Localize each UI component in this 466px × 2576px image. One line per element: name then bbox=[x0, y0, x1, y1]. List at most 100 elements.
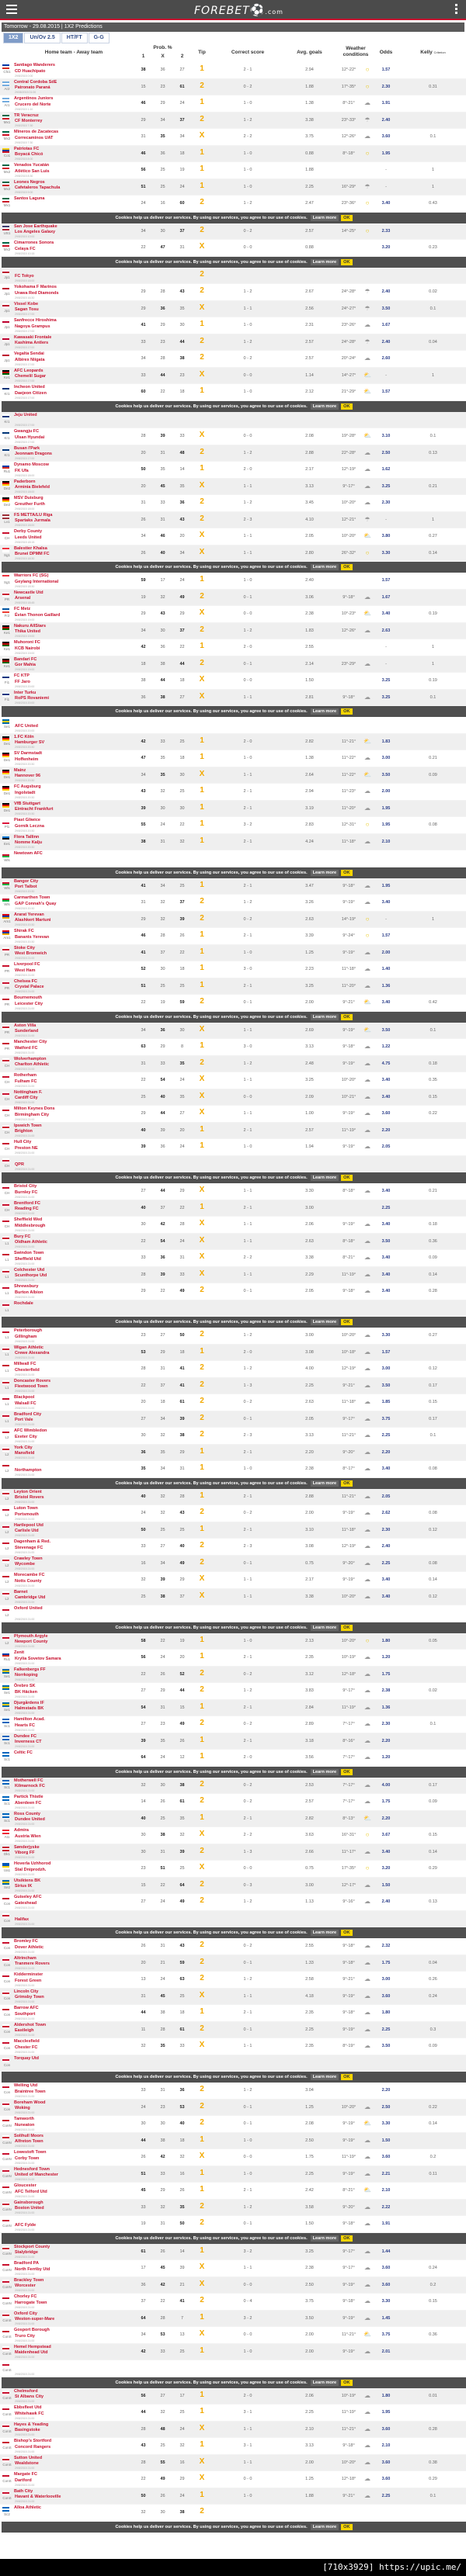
away-team-link[interactable]: Patronato Paraná bbox=[15, 85, 50, 90]
table-row[interactable]: Fi1 Inter Turku RoPS Rovaniemi 29/8/2015 20… bbox=[0, 689, 466, 706]
away-team-link[interactable]: Atlético San Luis bbox=[15, 168, 50, 174]
odds-link[interactable]: 1.57 bbox=[381, 68, 391, 72]
table-row[interactable]: ConN AFC Fylde 29/8/2015 21:00 19 31 50 2 0 - 1… bbox=[0, 2216, 466, 2233]
odds-link[interactable]: 1.57 bbox=[381, 933, 391, 938]
away-team-link[interactable]: Stal Dniprodzh. bbox=[15, 1867, 47, 1872]
odds-link[interactable]: 3.30 bbox=[381, 2121, 391, 2126]
away-team-link[interactable]: Maidenhead Utd bbox=[15, 2350, 48, 2355]
away-team-link[interactable]: St Albans City bbox=[15, 2394, 44, 2399]
away-team-link[interactable]: Crystal Palace bbox=[15, 985, 44, 989]
table-row[interactable]: PR Bournemouth Leicester City 29/8/2015 21:… bbox=[0, 995, 466, 1012]
table-row[interactable]: L2 AFC Wimbledon Exeter City 29/8/2015 21:0… bbox=[0, 1428, 466, 1445]
table-row[interactable]: ConS Margate FC Dartford 29/8/2015 21:00 22 4… bbox=[0, 2471, 466, 2488]
away-team-link[interactable]: Basingstoke bbox=[15, 2428, 40, 2432]
odds-link[interactable]: 1.75 bbox=[381, 1799, 391, 1804]
table-row[interactable]: ConS Bishop's Stortford Concord Rangers 29/… bbox=[0, 2438, 466, 2455]
away-team-link[interactable]: Cafetaleros Tapachula bbox=[15, 185, 61, 190]
home-team-link[interactable]: Gwangju FC bbox=[14, 429, 40, 434]
table-row[interactable]: Con Boreham Wood Woking 29/8/2015 21:00 24 23… bbox=[0, 2099, 466, 2116]
home-team-link[interactable]: Partick Thistle bbox=[14, 1795, 43, 1799]
odds-link[interactable]: 2.05 bbox=[381, 1494, 391, 1499]
away-team-link[interactable]: Reading FC bbox=[15, 1207, 39, 1211]
odds-link[interactable]: 3.60 bbox=[381, 2426, 391, 2432]
odds-link[interactable]: 2.20 bbox=[381, 1127, 391, 1133]
table-row[interactable]: ConS Hayes & Yeading Basingstoke 29/8/2015 … bbox=[0, 2421, 466, 2438]
home-team-link[interactable]: Stoke City bbox=[14, 945, 35, 950]
home-team-link[interactable]: Dundee FC bbox=[14, 1733, 37, 1739]
home-team-link[interactable]: AFC Leopards bbox=[14, 368, 43, 373]
table-row[interactable]: Mx2 Venados Yucatán Atlético San Luis 29/8/… bbox=[0, 162, 466, 179]
table-row[interactable]: Sc1 Partick Thistle Aberdeen FC 29/8/2015 2… bbox=[0, 1794, 466, 1811]
table-row[interactable]: Sg1 Warriors FC (SG) Geylang International… bbox=[0, 573, 466, 590]
table-row[interactable]: Sc1 Ross County Dundee United 29/8/2015 21:… bbox=[0, 1810, 466, 1827]
table-row[interactable]: ConN Tamworth Nuneaton 29/8/2015 21:00 30 30 4… bbox=[0, 2116, 466, 2133]
away-team-link[interactable]: Stalybridge bbox=[15, 2250, 38, 2255]
home-team-link[interactable]: TR Veracruz bbox=[14, 113, 39, 118]
learn-more-link[interactable]: Learn more bbox=[310, 403, 339, 410]
home-team-link[interactable]: Lowestoft Town bbox=[14, 2150, 47, 2155]
learn-more-link[interactable]: Learn more bbox=[310, 1013, 339, 1020]
cookie-ok-button[interactable]: OK bbox=[341, 2379, 353, 2386]
away-team-link[interactable]: Fulham FC bbox=[15, 1079, 37, 1084]
away-team-link[interactable]: Eintracht Frankfurt bbox=[15, 807, 54, 812]
odds-link[interactable]: 2.10 bbox=[381, 2443, 391, 2448]
odds-link[interactable]: 3.00 bbox=[381, 1366, 391, 1371]
odds-link[interactable]: 3.40 bbox=[381, 1289, 391, 1293]
table-row[interactable]: Kr1 Incheon United Daejeon Citizen 29/8/201… bbox=[0, 384, 466, 401]
table-row[interactable]: Wls Bangor City Port Talbot 29/8/2015 20:30… bbox=[0, 878, 466, 895]
away-team-link[interactable]: Harrogate Town bbox=[15, 2300, 47, 2305]
home-team-link[interactable]: Doncaster Rovers bbox=[14, 1378, 51, 1383]
home-team-link[interactable]: Jeju United bbox=[14, 412, 37, 417]
away-team-link[interactable]: KCB Nairobi bbox=[15, 646, 40, 651]
away-team-link[interactable]: Chester FC bbox=[15, 2045, 38, 2050]
odds-link[interactable]: 3.00 bbox=[381, 1977, 391, 1982]
table-row[interactable]: Fi1 FC KTP FF Jaro 29/8/2015 20:00 38 44 18 X 0 … bbox=[0, 673, 466, 690]
away-team-link[interactable]: Banants Yerevan bbox=[15, 934, 50, 940]
table-row[interactable]: Am1 Shirak FC Banants Yerevan 29/8/2015 20:… bbox=[0, 928, 466, 945]
away-team-link[interactable]: West Ham bbox=[15, 968, 36, 973]
table-row[interactable]: Lv1 FS METTA/LU Riga Spartaks Jurmala 29/8/… bbox=[0, 511, 466, 528]
tab-goal-goal[interactable]: G-G bbox=[88, 33, 110, 43]
odds-link[interactable]: 2.40 bbox=[381, 1544, 391, 1549]
table-row[interactable]: Sc1 Dundee FC Inverness CT 29/8/2015 21:00 3… bbox=[0, 1733, 466, 1750]
home-team-link[interactable]: Hamilton Acad. bbox=[14, 1717, 45, 1722]
away-team-link[interactable]: Eastleigh bbox=[15, 2028, 34, 2033]
home-team-link[interactable]: Torquay Utd bbox=[14, 2055, 39, 2061]
home-team-link[interactable]: 1.FC Köln bbox=[14, 734, 34, 739]
away-team-link[interactable]: Leeds United bbox=[15, 535, 42, 540]
away-team-link[interactable]: QPR bbox=[15, 1162, 24, 1167]
home-team-link[interactable]: Bandari FC bbox=[14, 656, 37, 662]
away-team-link[interactable]: Scunthorpe Utd bbox=[15, 1273, 47, 1278]
away-team-link[interactable]: CD Huachipato bbox=[15, 68, 46, 74]
home-team-link[interactable]: Incheon United bbox=[14, 385, 45, 390]
odds-link[interactable]: 2.25 bbox=[381, 1205, 391, 1210]
table-row[interactable]: Se1 Falkenbergs FF Norrkoping 29/8/2015 21:… bbox=[0, 1666, 466, 1683]
learn-more-link[interactable]: Learn more bbox=[310, 708, 339, 715]
tab-ht-ft[interactable]: HT/FT bbox=[61, 33, 88, 43]
table-row[interactable]: Con Halifax 29/8/2015 21:00 bbox=[0, 1910, 466, 1927]
odds-link[interactable]: 2.60 bbox=[381, 356, 391, 361]
away-team-link[interactable]: Inverness CT bbox=[15, 1740, 42, 1744]
odds-link[interactable]: 1.91 bbox=[381, 101, 391, 106]
hamburger-menu-icon[interactable] bbox=[6, 5, 17, 14]
table-row[interactable]: ConS Gosport Borough Truro City 29/8/2015 2… bbox=[0, 2327, 466, 2344]
table-row[interactable]: Mx2 Leones Negros Cafetaleros Tapachula 29/… bbox=[0, 178, 466, 196]
home-team-link[interactable]: Vissel Kobe bbox=[14, 301, 39, 306]
odds-link[interactable]: 2.25 bbox=[381, 2027, 391, 2032]
away-team-link[interactable]: Hamburger SV bbox=[15, 740, 45, 745]
away-team-link[interactable]: Correcaminos UAT bbox=[15, 135, 54, 140]
learn-more-link[interactable]: Learn more bbox=[310, 1480, 339, 1487]
odds-link[interactable]: 1.80 bbox=[381, 2010, 391, 2015]
table-row[interactable]: Con Barrow AFC Southport 29/8/2015 21:00 44 3… bbox=[0, 2005, 466, 2022]
odds-link[interactable]: - bbox=[385, 661, 387, 667]
home-team-link[interactable]: Wigan Athletic bbox=[14, 1345, 43, 1350]
away-team-link[interactable]: Nomme Kalju bbox=[15, 840, 43, 845]
away-team-link[interactable]: Celaya FC bbox=[15, 246, 36, 251]
table-row[interactable]: Chi1 Santiago Wanderers CD Huachipato 29/8/… bbox=[0, 62, 466, 79]
cookie-ok-button[interactable]: OK bbox=[341, 1319, 353, 1325]
odds-link[interactable]: 2.20 bbox=[381, 1449, 391, 1455]
cookie-ok-button[interactable]: OK bbox=[341, 2523, 353, 2530]
home-team-link[interactable]: Carmarthen Town bbox=[14, 895, 50, 900]
odds-link[interactable]: 3.50 bbox=[381, 306, 391, 311]
table-row[interactable]: Se1 Örebro SK BK Häcken 29/8/2015 21:00 27 29… bbox=[0, 1683, 466, 1700]
